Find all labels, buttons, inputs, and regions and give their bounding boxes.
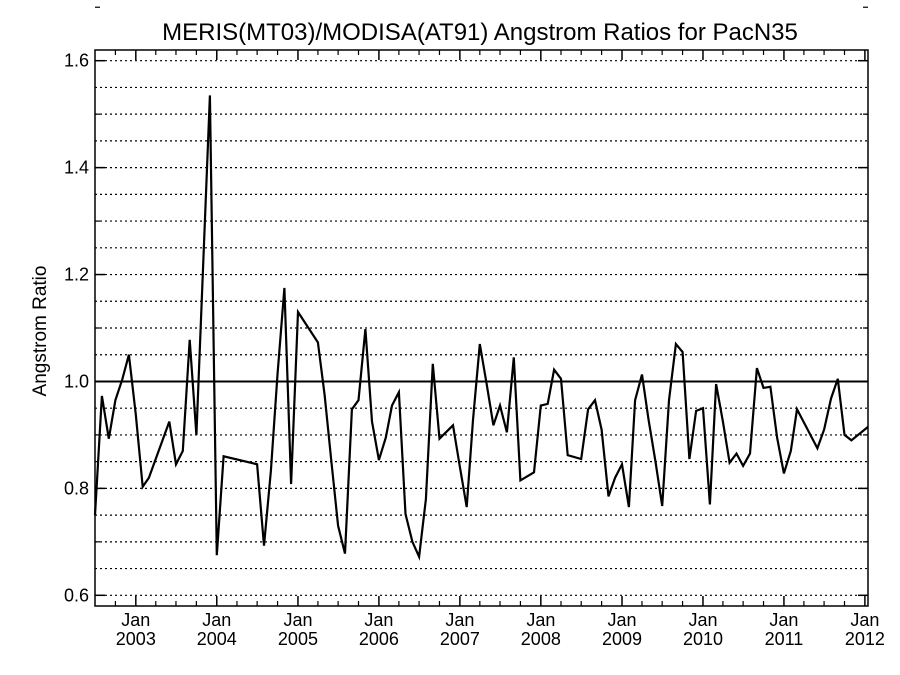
x-tick-year-label: 2005: [278, 629, 318, 649]
x-tick-year-label: 2007: [440, 629, 480, 649]
x-tick-month-label: Jan: [364, 610, 393, 630]
series-layer: [93, 95, 869, 561]
x-tick-year-label: 2004: [197, 629, 237, 649]
x-tick-year-label: 2009: [602, 629, 642, 649]
x-tick-year-label: 2012: [845, 629, 885, 649]
tick-label-layer: 0.60.81.01.21.41.6Jan2003Jan2004Jan2005J…: [64, 51, 885, 649]
y-tick-label: 1.4: [64, 158, 89, 178]
x-tick-year-label: 2010: [683, 629, 723, 649]
x-tick-month-label: Jan: [283, 610, 312, 630]
axis-layer: [94, 6, 869, 607]
y-axis-label: Angstrom Ratio: [30, 266, 51, 397]
x-tick-month-label: Jan: [121, 610, 150, 630]
x-tick-year-label: 2003: [116, 629, 156, 649]
series-line: [93, 95, 869, 561]
x-tick-month-label: Jan: [526, 610, 555, 630]
x-tick-year-label: 2006: [359, 629, 399, 649]
x-tick-month-label: Jan: [769, 610, 798, 630]
x-tick-month-label: Jan: [202, 610, 231, 630]
x-tick-month-label: Jan: [445, 610, 474, 630]
x-tick-month-label: Jan: [850, 610, 879, 630]
y-tick-label: 0.8: [64, 478, 89, 498]
y-tick-label: 1.6: [64, 51, 89, 71]
y-tick-label: 1.0: [64, 371, 89, 391]
x-tick-month-label: Jan: [607, 610, 636, 630]
y-tick-label: 0.6: [64, 585, 89, 605]
x-tick-year-label: 2008: [521, 629, 561, 649]
y-tick-label: 1.2: [64, 265, 89, 285]
x-tick-month-label: Jan: [688, 610, 717, 630]
x-tick-year-label: 2011: [765, 629, 804, 649]
chart-title: MERIS(MT03)/MODISA(AT91) Angstrom Ratios…: [162, 19, 798, 46]
